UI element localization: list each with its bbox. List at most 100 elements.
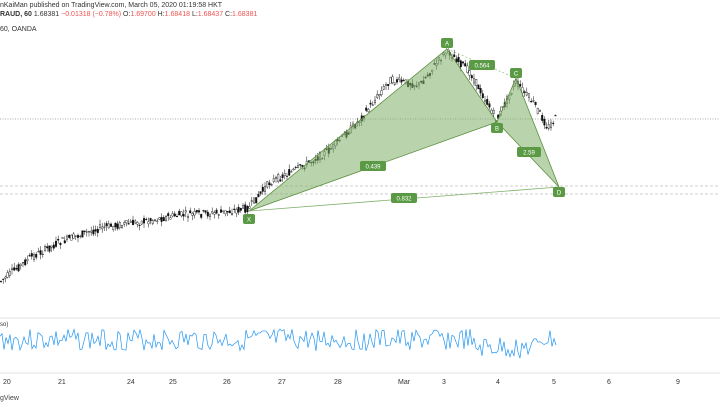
candle-body <box>158 217 161 220</box>
x-tick: 6 <box>607 379 611 386</box>
candle-body <box>534 102 537 105</box>
candle-body <box>98 224 101 228</box>
open-value: 1.69700 <box>130 11 156 18</box>
candle-body <box>230 213 233 215</box>
candle-body <box>459 60 462 68</box>
candle-body <box>41 253 44 255</box>
candle-body <box>13 267 16 271</box>
x-tick: 3 <box>442 379 446 386</box>
candle-body <box>94 229 97 232</box>
candle-body <box>61 237 64 239</box>
candle-body <box>180 211 183 217</box>
candle-body <box>0 280 2 282</box>
candle-body <box>103 226 106 228</box>
candle-body <box>481 93 484 98</box>
candle-body <box>228 210 231 214</box>
candle-body <box>547 124 550 129</box>
candle-body <box>286 175 289 177</box>
candle-body <box>288 169 291 176</box>
candle-body <box>178 210 181 216</box>
candle-body <box>521 87 524 94</box>
candle-body <box>224 210 227 215</box>
candle-body <box>486 99 489 105</box>
candle-body <box>87 231 90 233</box>
candle-body <box>96 228 99 233</box>
candle-body <box>241 205 244 209</box>
candle-body <box>2 278 5 280</box>
candle-body <box>477 84 480 90</box>
candle-body <box>261 186 264 192</box>
candle-body <box>374 99 377 104</box>
candle-body <box>266 181 269 188</box>
candle-body <box>475 79 478 87</box>
candle-body <box>484 100 487 102</box>
candle-body <box>118 222 121 228</box>
candle-body <box>24 259 27 266</box>
candle-body <box>90 230 93 233</box>
candle-body <box>233 208 236 210</box>
candle-body <box>457 56 460 62</box>
ohlc-bar: RAUD, 60 1.68381 −0.01318 (−0.78%) O:1.6… <box>0 11 257 18</box>
candle-body <box>74 235 77 237</box>
svg-text:B: B <box>495 127 499 133</box>
open-label: O: <box>123 11 131 18</box>
candle-body <box>250 200 253 202</box>
x-tick: 21 <box>58 379 66 386</box>
svg-text:X: X <box>247 218 251 224</box>
candle-body <box>277 173 280 182</box>
candle-body <box>206 211 209 217</box>
candle-body <box>44 245 47 251</box>
point-label-d: D <box>553 187 565 197</box>
candle-body <box>202 210 205 212</box>
candle-body <box>153 219 156 221</box>
candle-body <box>453 54 456 58</box>
candle-body <box>466 65 469 73</box>
candle-body <box>68 235 71 238</box>
candle-body <box>114 222 117 228</box>
candle-body <box>365 107 368 111</box>
candle-body <box>264 186 267 192</box>
candle-body <box>63 240 66 244</box>
ratio-label-xb: 0.439 <box>360 161 386 171</box>
x-tick: 25 <box>169 379 177 386</box>
candle-body <box>81 230 84 238</box>
candle-body <box>226 211 229 213</box>
candle-body <box>541 115 544 121</box>
candle-body <box>134 220 137 224</box>
candle-body <box>167 213 170 217</box>
candle-body <box>528 93 531 98</box>
candle-body <box>235 209 238 214</box>
candle-body <box>292 168 295 171</box>
candle-body <box>380 90 383 95</box>
candle-body <box>147 221 150 225</box>
candle-body <box>402 79 405 81</box>
tradingview-footer: gView <box>0 395 19 402</box>
candle-body <box>519 83 522 87</box>
candle-body <box>464 63 467 67</box>
candle-body <box>294 166 297 168</box>
candle-body <box>186 216 189 218</box>
candle-body <box>129 220 132 223</box>
high-label: H: <box>157 11 165 18</box>
candle-body <box>142 218 145 224</box>
x-tick: 28 <box>334 379 342 386</box>
interval-source: 60, OANDA <box>0 26 37 33</box>
candle-body <box>92 229 95 235</box>
candle-body <box>52 244 55 249</box>
candle-body <box>215 209 218 214</box>
candle-body <box>70 234 73 241</box>
candle-body <box>246 205 249 213</box>
candle-body <box>279 179 282 182</box>
candle-body <box>462 61 465 64</box>
candle-body <box>105 223 108 227</box>
point-label-x: X <box>243 214 255 224</box>
candle-body <box>554 115 557 117</box>
candle-body <box>127 223 130 225</box>
close-value: 1.68381 <box>232 11 258 18</box>
candle-body <box>222 210 225 212</box>
candle-body <box>398 77 401 80</box>
candle-body <box>59 242 62 246</box>
oscillator-line <box>0 328 557 359</box>
svg-text:C: C <box>514 72 519 78</box>
